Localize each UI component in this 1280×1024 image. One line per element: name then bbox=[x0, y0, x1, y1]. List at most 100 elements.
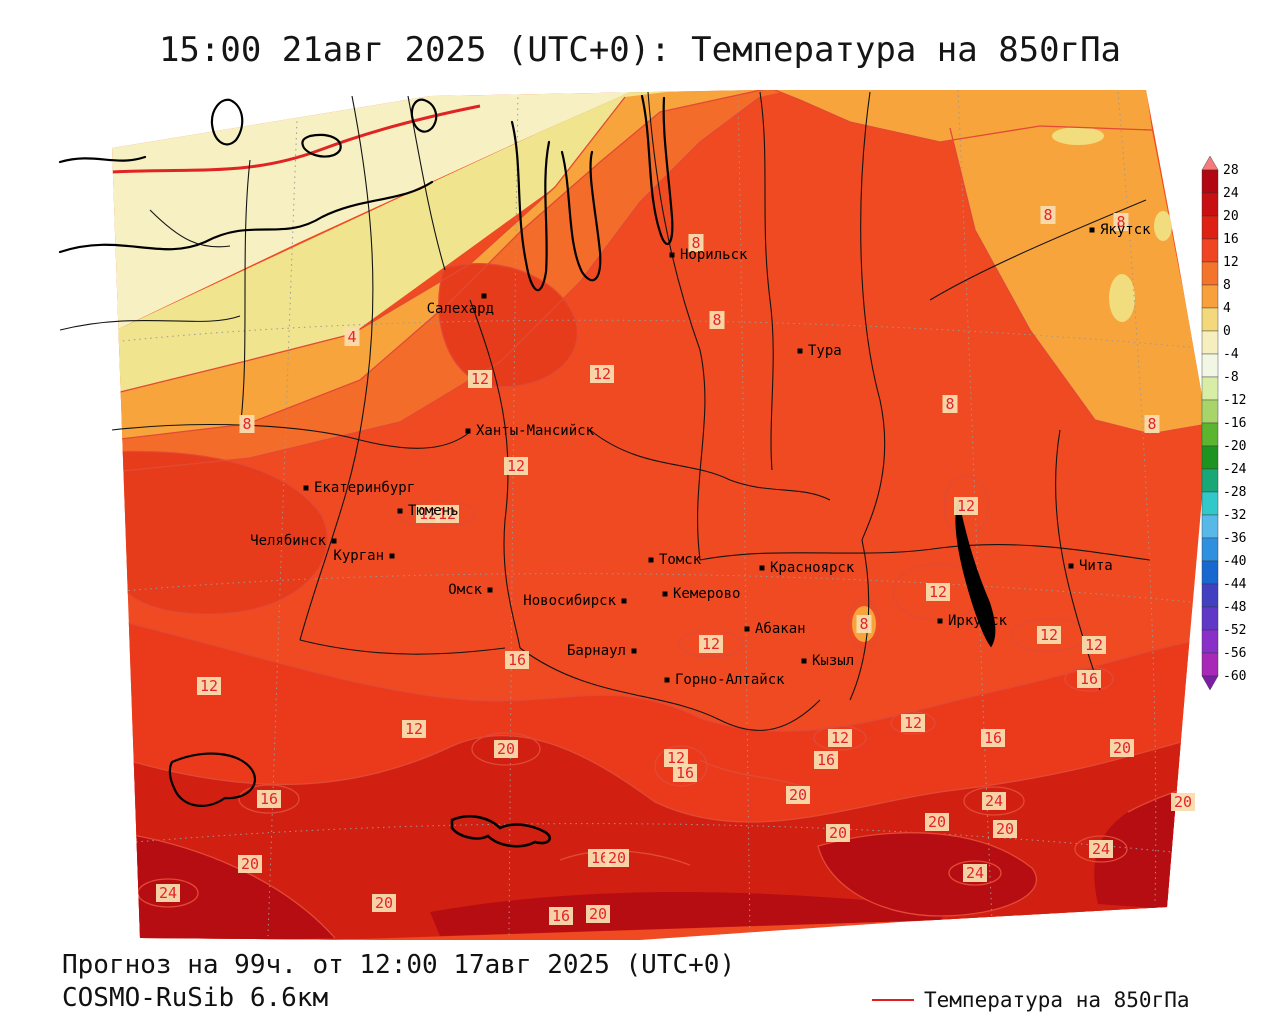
colorbar-tick-label: -40 bbox=[1223, 554, 1246, 569]
svg-text:20: 20 bbox=[1113, 739, 1131, 757]
svg-text:20: 20 bbox=[589, 905, 607, 923]
svg-text:16: 16 bbox=[508, 651, 526, 669]
colorbar-tick-label: -60 bbox=[1223, 669, 1246, 684]
legend-line-sample bbox=[872, 999, 914, 1001]
svg-text:12: 12 bbox=[471, 370, 489, 388]
contour-label: 20 bbox=[605, 849, 629, 867]
city-dot bbox=[390, 554, 395, 559]
colorbar-segment bbox=[1202, 469, 1218, 492]
colorbar-segment bbox=[1202, 193, 1218, 216]
contour-label: 12 bbox=[1082, 636, 1106, 654]
svg-text:8: 8 bbox=[712, 311, 721, 329]
contour-label: 20 bbox=[1110, 739, 1134, 757]
svg-text:16: 16 bbox=[1080, 670, 1098, 688]
contour-label: 16 bbox=[981, 729, 1005, 747]
colorbar-segment bbox=[1202, 354, 1218, 377]
city-dot bbox=[760, 566, 765, 571]
colorbar-segment bbox=[1202, 262, 1218, 285]
colorbar-segment bbox=[1202, 446, 1218, 469]
city-dot bbox=[482, 294, 487, 299]
colorbar-arrow-top bbox=[1202, 156, 1218, 170]
contour-label: 12 bbox=[504, 457, 528, 475]
map-canvas: 4888888881212121212121212121212121212121… bbox=[0, 0, 1280, 1024]
colorbar-tick-label: -16 bbox=[1223, 416, 1246, 431]
colorbar-segment bbox=[1202, 285, 1218, 308]
colorbar-segment bbox=[1202, 331, 1218, 354]
contour-label: 16 bbox=[1077, 670, 1101, 688]
contour-label: 16 bbox=[814, 751, 838, 769]
contour-label: 20 bbox=[1171, 793, 1195, 811]
svg-text:20: 20 bbox=[829, 824, 847, 842]
svg-text:20: 20 bbox=[241, 855, 259, 873]
contour-label: 12 bbox=[590, 365, 614, 383]
city-label: Ханты-Мансийск bbox=[476, 423, 595, 439]
city-dot bbox=[798, 349, 803, 354]
temperature-colorbar: 2824201612840-4-8-12-16-20-24-28-32-36-4… bbox=[1202, 156, 1247, 690]
city-label: Норильск bbox=[680, 247, 748, 263]
map-legend: Температура на 850гПа bbox=[872, 988, 1190, 1012]
svg-text:12: 12 bbox=[957, 497, 975, 515]
svg-text:20: 20 bbox=[928, 813, 946, 831]
weather-map-page: 15:00 21авг 2025 (UTC+0): Температура на… bbox=[0, 0, 1280, 1024]
contour-label: 24 bbox=[156, 884, 180, 902]
svg-text:20: 20 bbox=[497, 740, 515, 758]
svg-text:12: 12 bbox=[507, 457, 525, 475]
city-label: Абакан bbox=[755, 621, 806, 637]
colorbar-segment bbox=[1202, 538, 1218, 561]
colorbar-arrow-bottom bbox=[1202, 676, 1218, 690]
contour-label: 8 bbox=[710, 311, 725, 329]
contour-label: 12 bbox=[699, 635, 723, 653]
contour-label: 20 bbox=[826, 824, 850, 842]
svg-text:20: 20 bbox=[375, 894, 393, 912]
city-marker: Екатеринбург bbox=[304, 480, 416, 496]
city-marker: Иркутск bbox=[938, 613, 1008, 629]
colorbar-segment bbox=[1202, 216, 1218, 239]
colorbar-tick-label: -20 bbox=[1223, 439, 1246, 454]
contour-label: 12 bbox=[468, 370, 492, 388]
city-label: Чита bbox=[1079, 558, 1113, 574]
svg-text:12: 12 bbox=[702, 635, 720, 653]
contour-label: 24 bbox=[1089, 840, 1113, 858]
svg-text:12: 12 bbox=[904, 714, 922, 732]
city-label: Якутск bbox=[1100, 222, 1151, 238]
city-dot bbox=[398, 509, 403, 514]
city-dot bbox=[745, 627, 750, 632]
contour-label: 20 bbox=[494, 740, 518, 758]
city-dot bbox=[622, 599, 627, 604]
svg-text:12: 12 bbox=[1085, 636, 1103, 654]
colorbar-segment bbox=[1202, 584, 1218, 607]
city-label: Тюмень bbox=[408, 503, 459, 519]
colorbar-tick-label: 24 bbox=[1223, 186, 1239, 201]
contour-label: 16 bbox=[257, 790, 281, 808]
contour-label: 8 bbox=[1041, 206, 1056, 224]
contour-label: 16 bbox=[505, 651, 529, 669]
colorbar-tick-label: -44 bbox=[1223, 577, 1247, 592]
contour-label: 12 bbox=[926, 583, 950, 601]
city-marker: Норильск bbox=[670, 247, 749, 263]
city-label: Иркутск bbox=[948, 613, 1008, 629]
svg-text:12: 12 bbox=[593, 365, 611, 383]
city-marker: Челябинск bbox=[250, 533, 336, 549]
colorbar-tick-label: -24 bbox=[1223, 462, 1247, 477]
contour-label: 8 bbox=[943, 395, 958, 413]
city-label: Тура bbox=[808, 343, 842, 359]
svg-text:24: 24 bbox=[966, 864, 984, 882]
city-dot bbox=[670, 253, 675, 258]
contour-label: 20 bbox=[993, 820, 1017, 838]
svg-text:16: 16 bbox=[984, 729, 1002, 747]
svg-text:24: 24 bbox=[1092, 840, 1110, 858]
contour-label: 12 bbox=[1037, 626, 1061, 644]
city-dot bbox=[1090, 228, 1095, 233]
colorbar-segment bbox=[1202, 239, 1218, 262]
city-marker: Кемерово bbox=[663, 586, 741, 602]
svg-text:16: 16 bbox=[676, 764, 694, 782]
colorbar-segment bbox=[1202, 561, 1218, 584]
city-label: Омск bbox=[448, 582, 482, 598]
city-dot bbox=[649, 558, 654, 563]
colorbar-segment bbox=[1202, 607, 1218, 630]
contour-label: 20 bbox=[586, 905, 610, 923]
contour-label: 20 bbox=[786, 786, 810, 804]
city-label: Кызыл bbox=[812, 653, 854, 669]
contour-label: 12 bbox=[954, 497, 978, 515]
colorbar-tick-label: 8 bbox=[1223, 278, 1231, 293]
